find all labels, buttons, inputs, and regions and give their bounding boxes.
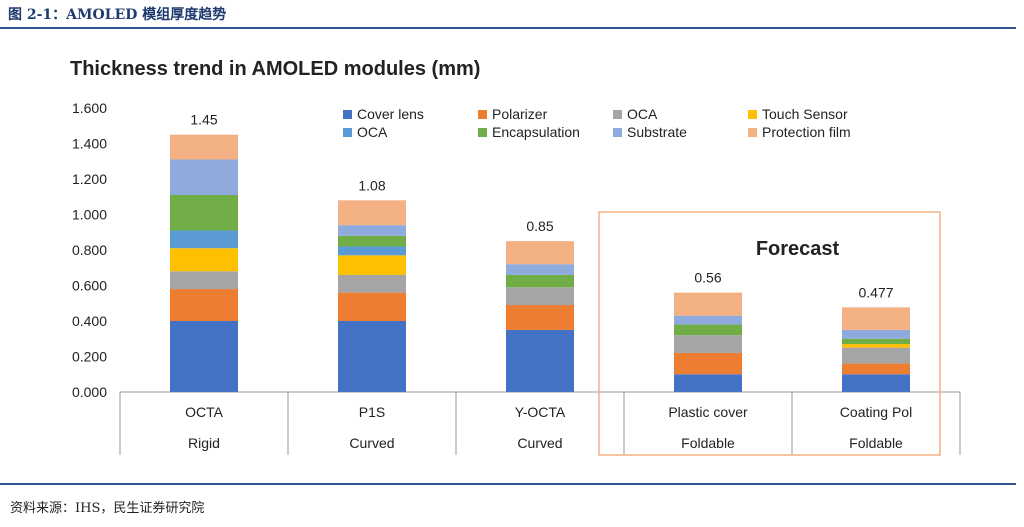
bar-segment	[170, 194, 238, 231]
y-axis: 0.000 0.200 0.400 0.600 0.800 1.000 1.200 1.400…	[72, 100, 960, 400]
y-tick-label: 1.200	[72, 171, 107, 187]
bar-segment	[170, 159, 238, 195]
subcategory-label: Curved	[349, 435, 394, 451]
bar-segment	[842, 347, 910, 364]
y-tick-label: 0.400	[72, 313, 107, 329]
category-label: OCTA	[185, 404, 224, 420]
bar-segment	[338, 246, 406, 256]
bars: 1.45 1.08 0.85 0.56 0.477	[170, 112, 910, 392]
legend-label: Protection film	[762, 124, 851, 140]
legend-label: Cover lens	[357, 106, 424, 122]
legend-swatch	[748, 110, 757, 119]
legend-label: Polarizer	[492, 106, 548, 122]
forecast-frame	[598, 211, 941, 456]
bar-segment	[842, 329, 910, 339]
legend-label: OCA	[627, 106, 658, 122]
y-tick-label: 0.600	[72, 278, 107, 294]
bar-segment	[338, 225, 406, 236]
bar-segment	[842, 307, 910, 330]
bar-segment	[842, 363, 910, 375]
category-label: Y-OCTA	[515, 404, 566, 420]
bar-segment	[338, 200, 406, 226]
legend-swatch	[478, 110, 487, 119]
legend-swatch	[478, 128, 487, 137]
subcategory-label: Curved	[517, 435, 562, 451]
bar-segment	[506, 305, 574, 330]
category-label: P1S	[359, 404, 385, 420]
total-label: 0.56	[694, 270, 721, 286]
bar-segment	[506, 274, 574, 288]
bar-segment	[338, 235, 406, 247]
bar-segment	[506, 264, 574, 275]
bar-segment	[506, 241, 574, 265]
bar-segment	[170, 248, 238, 272]
forecast-box: Forecast	[598, 211, 941, 456]
y-tick-label: 1.400	[72, 136, 107, 152]
bar-segment	[674, 324, 742, 336]
legend-swatch	[343, 128, 352, 137]
bar-segment	[170, 230, 238, 249]
y-tick-label: 1.000	[72, 207, 107, 223]
legend: Cover lens Polarizer OCA Touch Sensor OCA Enc…	[343, 106, 851, 140]
bar-segment	[338, 255, 406, 275]
bar-segment	[674, 335, 742, 353]
subcategory-label: Foldable	[849, 435, 903, 451]
bar-segment	[506, 329, 574, 392]
bar-segment	[170, 271, 238, 290]
bar-segment	[842, 374, 910, 392]
caption-rule	[0, 27, 1016, 29]
legend-label: OCA	[357, 124, 388, 140]
forecast-label: Forecast	[756, 238, 840, 260]
source-rule	[0, 483, 1016, 485]
bar-segment	[674, 292, 742, 316]
bar-segment	[338, 321, 406, 392]
legend-swatch	[613, 110, 622, 119]
bar-segment	[506, 287, 574, 306]
figure-caption: 图 2-1：AMOLED 模组厚度趋势	[8, 7, 227, 23]
bar-segment	[338, 274, 406, 293]
category-label: Plastic cover	[668, 404, 748, 420]
chart-title: Thickness trend in AMOLED modules (mm)	[70, 58, 480, 80]
bar-segment	[674, 352, 742, 375]
bar-segment	[170, 134, 238, 160]
subcategory-label: Rigid	[188, 435, 220, 451]
legend-swatch	[613, 128, 622, 137]
legend-swatch	[748, 128, 757, 137]
bar-segment	[170, 321, 238, 392]
bar-segment	[842, 344, 910, 348]
x-axis: OCTA Rigid P1S Curved Y-OCTA Curved Plastic co…	[119, 392, 961, 455]
legend-swatch	[343, 110, 352, 119]
category-label: Coating Pol	[840, 404, 912, 420]
legend-label: Substrate	[627, 124, 687, 140]
total-label: 0.85	[526, 218, 553, 234]
source-note: 资料来源：IHS，民生证券研究院	[10, 501, 205, 516]
total-label: 1.45	[190, 112, 217, 128]
bar-segment	[842, 338, 910, 345]
total-label: 1.08	[358, 177, 385, 193]
bar-segment	[338, 292, 406, 321]
total-label: 0.477	[858, 284, 893, 300]
thickness-chart: Thickness trend in AMOLED modules (mm) 0…	[70, 58, 961, 456]
legend-label: Encapsulation	[492, 124, 580, 140]
y-tick-label: 1.600	[72, 100, 107, 116]
legend-label: Touch Sensor	[762, 106, 848, 122]
subcategory-label: Foldable	[681, 435, 735, 451]
y-tick-label: 0.800	[72, 242, 107, 258]
bar-segment	[674, 315, 742, 325]
bar-segment	[674, 374, 742, 392]
y-tick-label: 0.000	[72, 384, 107, 400]
y-tick-label: 0.200	[72, 349, 107, 365]
bar-segment	[170, 289, 238, 321]
